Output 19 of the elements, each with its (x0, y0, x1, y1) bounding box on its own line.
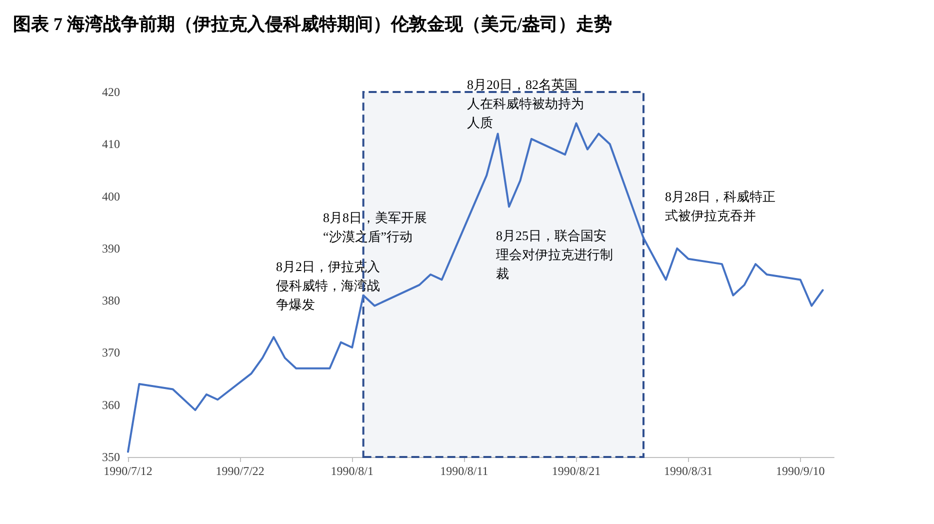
y-tick-label: 400 (102, 189, 120, 204)
x-tick-label: 1990/8/11 (440, 464, 488, 478)
x-tick-label: 1990/9/10 (776, 464, 825, 478)
y-tick-label: 390 (102, 241, 120, 256)
x-tick-label: 1990/8/31 (664, 464, 713, 478)
y-tick-label: 410 (102, 137, 120, 152)
y-tick-label: 370 (102, 346, 120, 360)
y-tick-label: 380 (102, 294, 120, 308)
y-tick-label: 350 (102, 450, 120, 464)
x-tick-label: 1990/8/21 (552, 464, 601, 478)
y-tick-label: 420 (102, 85, 120, 99)
annotation: 8月25日，联合国安理会对伊拉克进行制裁 (496, 228, 613, 281)
y-tick-label: 360 (102, 398, 120, 412)
x-tick-label: 1990/7/22 (216, 464, 264, 478)
chart-title: 图表 7 海湾战争前期（伊拉克入侵科威特期间）伦敦金现（美元/盎司）走势 (13, 14, 612, 34)
annotation: 8月28日，科威特正式被伊拉克吞并 (665, 189, 776, 223)
x-tick-label: 1990/8/1 (330, 464, 374, 478)
x-tick-label: 1990/7/12 (104, 464, 152, 478)
annotation: 8月20日，82名英国人在科威特被劫持为人质 (467, 77, 584, 130)
